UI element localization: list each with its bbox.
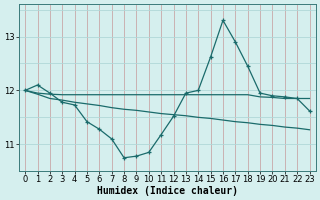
X-axis label: Humidex (Indice chaleur): Humidex (Indice chaleur) <box>97 186 238 196</box>
